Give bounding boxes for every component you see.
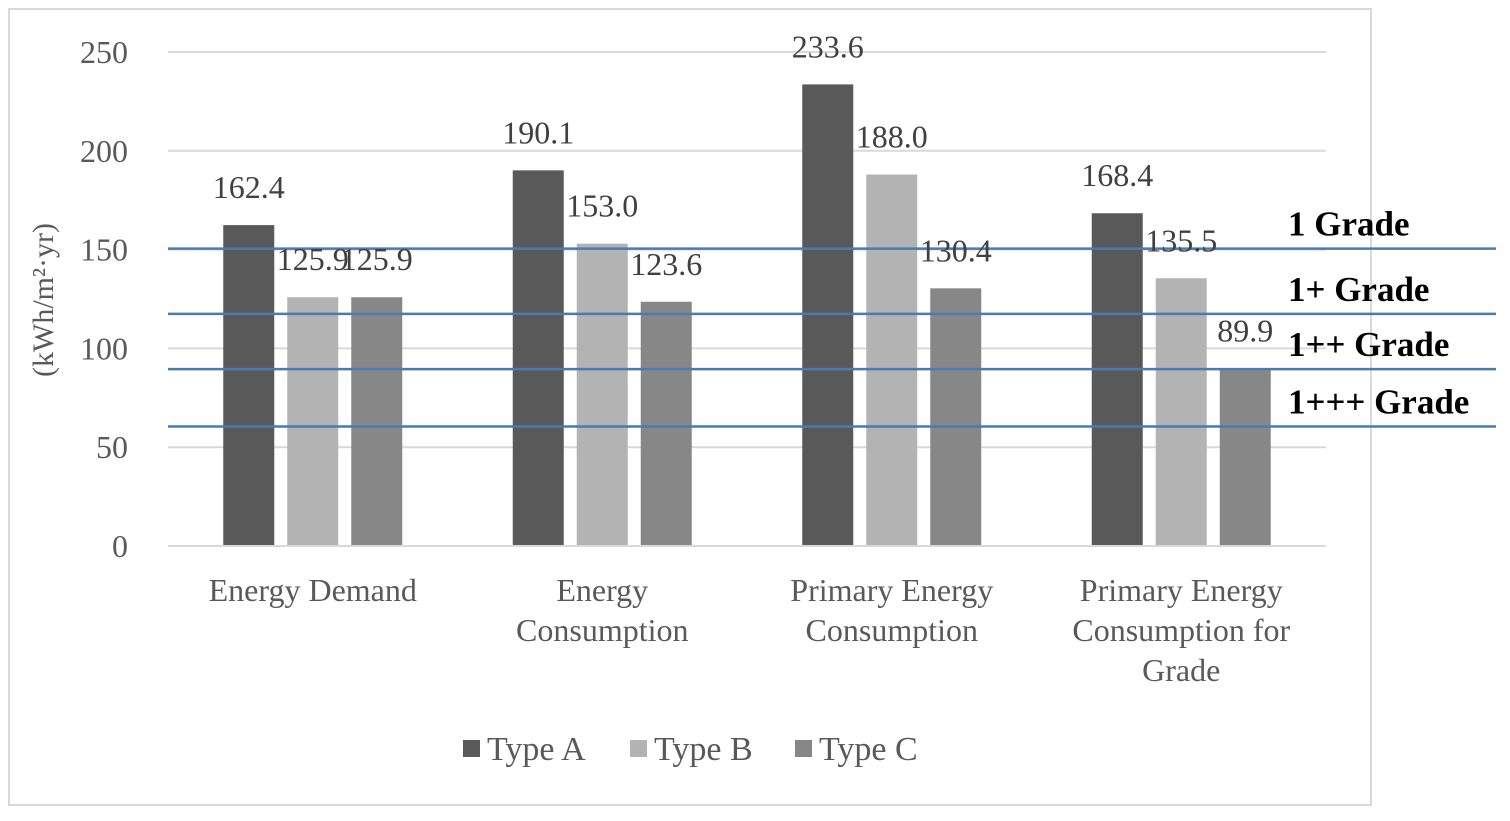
data-label: 168.4 (1081, 157, 1153, 193)
data-label: 153.0 (566, 188, 638, 224)
x-tick-label: Energy Demand (209, 572, 417, 608)
legend-label: Type C (819, 731, 918, 768)
x-tick-label: Primary Energy (790, 572, 993, 608)
data-label: 130.4 (920, 232, 992, 268)
bar (930, 288, 982, 546)
legend-label: Type A (487, 731, 586, 768)
y-axis-title: (kWh/m²·yr) (27, 223, 60, 377)
data-label: 162.4 (213, 169, 285, 205)
grade-lines: 1 Grade 1+ Grade 1++ Grade 1+++ Grade (168, 205, 1496, 428)
y-tick-label: 0 (112, 528, 128, 564)
x-tick-label: Consumption (806, 612, 978, 648)
bar (1091, 213, 1143, 547)
y-tick-label: 200 (80, 133, 128, 169)
x-tick-label: Energy (556, 572, 648, 608)
data-label: 89.9 (1217, 312, 1273, 348)
bars (223, 84, 1271, 547)
bar (512, 170, 564, 546)
bar (802, 84, 854, 546)
data-label: 125.9 (341, 241, 413, 277)
legend-swatch (630, 740, 647, 757)
legend-swatch (795, 740, 812, 757)
x-tick-label: Grade (1142, 652, 1220, 688)
bar (287, 297, 339, 546)
data-label: 135.5 (1145, 222, 1217, 258)
bar (351, 297, 403, 546)
bar (866, 174, 918, 546)
x-tick-label: Primary Energy (1080, 572, 1283, 608)
grade-label: 1 Grade (1288, 205, 1410, 244)
bar (640, 301, 692, 546)
data-label: 233.6 (792, 28, 864, 64)
data-label: 190.1 (502, 114, 574, 150)
grade-label: 1+ Grade (1288, 270, 1429, 309)
legend-label: Type B (654, 731, 753, 768)
grade-label: 1+++ Grade (1288, 382, 1469, 421)
data-label: 125.9 (277, 241, 349, 277)
bar (223, 225, 275, 546)
legend: Type A Type B Type C (463, 731, 918, 768)
x-tick-label: Consumption (516, 612, 688, 648)
legend-swatch (463, 740, 480, 757)
grade-label: 1++ Grade (1288, 325, 1449, 364)
bar (1155, 278, 1207, 546)
y-tick-label: 150 (80, 232, 128, 268)
data-label: 123.6 (630, 246, 702, 282)
y-tick-label: 250 (80, 34, 128, 70)
y-tick-label: 50 (96, 429, 128, 465)
bar (1219, 368, 1271, 546)
data-label: 188.0 (856, 119, 928, 155)
axes: 0 50 100 150 200 250 (kWh/m²·yr) Energy Demand E… (27, 34, 1326, 688)
x-tick-label: Consumption for (1072, 612, 1290, 648)
bar (576, 243, 628, 546)
y-tick-label: 100 (80, 330, 128, 366)
